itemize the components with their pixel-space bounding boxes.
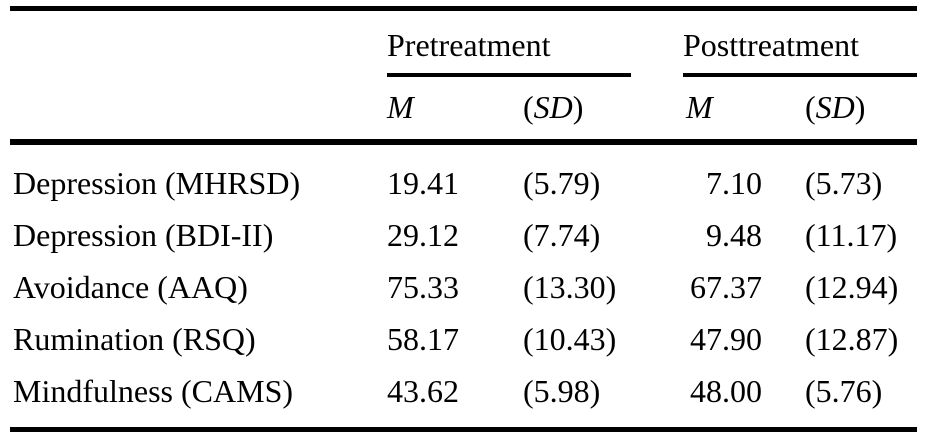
post-mean-value: 9.48 xyxy=(706,217,762,253)
pre-sd-value: (13.30) xyxy=(523,269,617,305)
pre-mean-value: 19.41 xyxy=(387,165,459,201)
table-row: Rumination (RSQ) 58.17 (10.43) 47.90 (12… xyxy=(10,313,917,365)
measure-label: Avoidance (AAQ) xyxy=(13,269,248,305)
paren-open: ( xyxy=(805,89,816,125)
pre-sd-value: (7.74) xyxy=(523,217,601,253)
column-header-post-mean: M xyxy=(683,77,762,145)
post-mean-value: 67.37 xyxy=(690,269,762,305)
post-mean-value: 7.10 xyxy=(706,165,762,201)
post-mean-value: 47.90 xyxy=(690,321,762,357)
empty-subheader-cell xyxy=(10,77,387,145)
group-header-cell-posttreatment: Posttreatment xyxy=(683,9,917,77)
group-header-row: Pretreatment Posttreatment xyxy=(10,9,917,78)
column-header-pre-mean: M xyxy=(387,77,523,145)
pre-mean-value: 75.33 xyxy=(387,269,459,305)
paren-close: ) xyxy=(572,89,584,125)
sd-symbol: SD xyxy=(815,89,855,125)
paren-close: ) xyxy=(854,89,866,125)
subheader-row: M (SD) M (SD) xyxy=(10,77,917,145)
pre-mean-value: 58.17 xyxy=(387,321,459,357)
measure-label: Depression (BDI-II) xyxy=(13,217,274,253)
table-row: Avoidance (AAQ) 75.33 (13.30) 67.37 (12.… xyxy=(10,261,917,313)
pre-post-treatment-table: Pretreatment Posttreatment M (SD) M (SD)… xyxy=(10,6,917,432)
post-sd-value: (11.17) xyxy=(805,217,898,253)
mean-symbol: M xyxy=(387,89,414,125)
table-row: Depression (MHRSD) 19.41 (5.79) 7.10 (5.… xyxy=(10,142,917,209)
post-sd-value: (5.73) xyxy=(805,165,883,201)
empty-corner-cell xyxy=(10,9,387,78)
post-sd-value: (12.87) xyxy=(805,321,899,357)
pre-mean-value: 29.12 xyxy=(387,217,459,253)
table-row: Mindfulness (CAMS) 43.62 (5.98) 48.00 (5… xyxy=(10,365,917,430)
table-body: Depression (MHRSD) 19.41 (5.79) 7.10 (5.… xyxy=(10,142,917,430)
mean-symbol: M xyxy=(686,89,713,125)
table-header: Pretreatment Posttreatment M (SD) M (SD) xyxy=(10,9,917,145)
group-header-cell-pretreatment: Pretreatment xyxy=(387,9,683,77)
measure-label: Rumination (RSQ) xyxy=(13,321,256,357)
pre-sd-value: (5.79) xyxy=(523,165,601,201)
measure-label: Depression (MHRSD) xyxy=(13,165,301,201)
column-header-post-sd: (SD) xyxy=(762,77,917,145)
group-label-posttreatment: Posttreatment xyxy=(683,27,917,77)
post-sd-value: (12.94) xyxy=(805,269,899,305)
table-row: Depression (BDI-II) 29.12 (7.74) 9.48 (1… xyxy=(10,209,917,261)
pre-sd-value: (10.43) xyxy=(523,321,617,357)
post-sd-value: (5.76) xyxy=(805,373,883,409)
pre-sd-value: (5.98) xyxy=(523,373,601,409)
group-label-pretreatment: Pretreatment xyxy=(387,27,631,77)
measure-label: Mindfulness (CAMS) xyxy=(13,373,294,409)
paren-open: ( xyxy=(523,89,534,125)
post-mean-value: 48.00 xyxy=(690,373,762,409)
sd-symbol: SD xyxy=(533,89,573,125)
pre-mean-value: 43.62 xyxy=(387,373,459,409)
column-header-pre-sd: (SD) xyxy=(523,77,683,145)
